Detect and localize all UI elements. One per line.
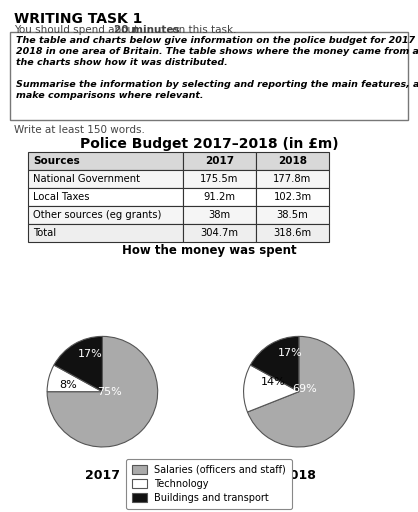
Text: Summarise the information by selecting and reporting the main features, and: Summarise the information by selecting a…	[16, 80, 418, 89]
Text: 304.7m: 304.7m	[201, 228, 239, 238]
Bar	[183, 170, 256, 188]
Bar	[10, 32, 408, 120]
Bar	[28, 188, 183, 206]
Text: 38m: 38m	[209, 210, 231, 220]
Text: You should spend about: You should spend about	[14, 25, 142, 35]
Text: 69%: 69%	[292, 384, 317, 394]
Text: 2018: 2018	[281, 469, 316, 482]
Text: The table and charts below give information on the police budget for 2017 and: The table and charts below give informat…	[16, 36, 418, 45]
Text: 177.8m: 177.8m	[273, 174, 312, 184]
Bar	[256, 188, 329, 206]
Bar	[183, 188, 256, 206]
Text: How the money was spent: How the money was spent	[122, 244, 296, 257]
Text: Police Budget 2017–2018 (in £m): Police Budget 2017–2018 (in £m)	[80, 137, 338, 151]
Text: 14%: 14%	[260, 377, 285, 387]
Text: 2017: 2017	[205, 156, 234, 166]
Text: Other sources (eg grants): Other sources (eg grants)	[33, 210, 161, 220]
Text: 2018: 2018	[278, 156, 307, 166]
Text: 17%: 17%	[78, 349, 103, 359]
Text: National Government: National Government	[33, 174, 140, 184]
Text: make comparisons where relevant.: make comparisons where relevant.	[16, 91, 204, 100]
Bar	[183, 224, 256, 242]
Bar	[28, 224, 183, 242]
Text: on this task.: on this task.	[169, 25, 237, 35]
Text: 102.3m: 102.3m	[273, 192, 311, 202]
Text: the charts show how it was distributed.: the charts show how it was distributed.	[16, 58, 228, 67]
Bar	[183, 152, 256, 170]
Wedge shape	[250, 336, 299, 392]
Bar	[256, 206, 329, 224]
Text: 175.5m: 175.5m	[200, 174, 239, 184]
Text: 38.5m: 38.5m	[277, 210, 308, 220]
Wedge shape	[244, 365, 299, 412]
Bar	[183, 206, 256, 224]
Text: 91.2m: 91.2m	[204, 192, 235, 202]
Wedge shape	[47, 336, 158, 447]
Bar	[28, 170, 183, 188]
Text: Local Taxes: Local Taxes	[33, 192, 89, 202]
Wedge shape	[247, 336, 354, 447]
Text: Total: Total	[33, 228, 56, 238]
Bar	[28, 206, 183, 224]
Text: 17%: 17%	[278, 348, 303, 358]
Text: Sources: Sources	[33, 156, 80, 166]
Text: Write at least 150 words.: Write at least 150 words.	[14, 125, 145, 135]
Bar	[28, 152, 183, 170]
Text: 8%: 8%	[59, 380, 77, 390]
Wedge shape	[47, 365, 102, 392]
Text: 2017: 2017	[85, 469, 120, 482]
Bar	[256, 170, 329, 188]
Text: WRITING TASK 1: WRITING TASK 1	[14, 12, 143, 26]
Bar	[256, 152, 329, 170]
Text: 20 minutes: 20 minutes	[114, 25, 180, 35]
Bar	[256, 224, 329, 242]
Text: 75%: 75%	[97, 387, 121, 397]
Text: 2018 in one area of Britain. The table shows where the money came from and: 2018 in one area of Britain. The table s…	[16, 47, 418, 56]
Legend: Salaries (officers and staff), Technology, Buildings and transport: Salaries (officers and staff), Technolog…	[126, 459, 292, 508]
Wedge shape	[54, 336, 102, 392]
Text: 318.6m: 318.6m	[273, 228, 311, 238]
